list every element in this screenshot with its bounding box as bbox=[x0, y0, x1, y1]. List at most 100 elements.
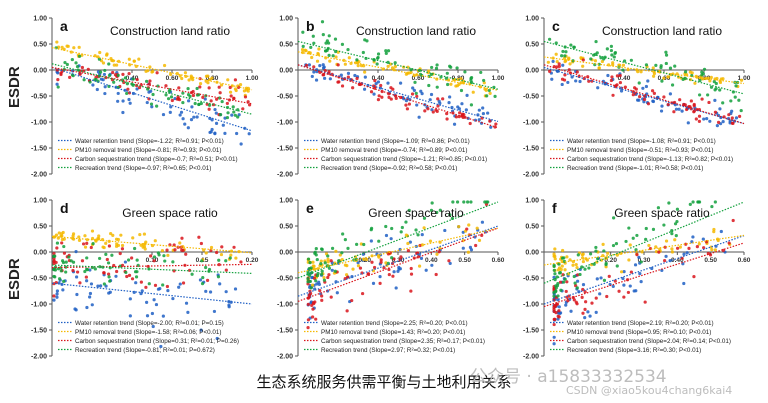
point-recreation-f bbox=[592, 262, 596, 266]
point-carbon-f bbox=[702, 246, 706, 250]
trend-line-water-a bbox=[51, 66, 253, 132]
trend-line-recreation-b bbox=[297, 40, 499, 90]
point-water-a bbox=[213, 107, 217, 112]
point-recreation-e bbox=[451, 200, 455, 204]
point-recreation-f bbox=[710, 204, 714, 209]
y-tick-label-a: 0.00 bbox=[33, 68, 47, 75]
point-recreation-f bbox=[596, 257, 600, 261]
point-carbon-a bbox=[229, 94, 233, 98]
point-recreation-c bbox=[561, 49, 565, 54]
point-water-a bbox=[187, 99, 191, 103]
trend-line-pm10-f bbox=[543, 234, 745, 266]
point-pm10-a bbox=[178, 74, 182, 78]
point-water-b bbox=[415, 103, 419, 107]
point-carbon-d bbox=[153, 283, 158, 288]
point-pm10-f bbox=[673, 238, 677, 242]
point-carbon-b bbox=[445, 117, 449, 121]
point-carbon-c bbox=[730, 116, 734, 120]
point-water-b bbox=[419, 89, 423, 93]
point-carbon-f bbox=[643, 300, 647, 304]
point-pm10-a bbox=[183, 71, 188, 75]
panel-title-c: Construction land ratio bbox=[602, 24, 722, 38]
point-water-b bbox=[374, 82, 378, 86]
legend-label-recreation-d: Recreation trend (Slope=-0.81; R²=0.01; … bbox=[75, 347, 215, 354]
point-pm10-f bbox=[553, 257, 557, 261]
point-pm10-c bbox=[721, 77, 725, 81]
point-carbon-e bbox=[474, 243, 478, 248]
x-tick-label-c: 1.00 bbox=[738, 75, 751, 82]
panel-title-d: Green space ratio bbox=[122, 206, 218, 220]
point-water-c bbox=[570, 75, 574, 79]
point-carbon-e bbox=[484, 202, 489, 207]
point-carbon-b bbox=[394, 96, 398, 101]
point-carbon-f bbox=[583, 307, 587, 311]
point-carbon-a bbox=[177, 86, 181, 90]
point-pm10-b bbox=[310, 55, 314, 60]
point-recreation-d bbox=[133, 270, 138, 274]
point-water-d bbox=[128, 297, 132, 301]
point-recreation-a bbox=[151, 92, 155, 97]
point-water-a bbox=[135, 87, 139, 91]
x-tick-label-a: 1.00 bbox=[246, 75, 259, 82]
point-pm10-f bbox=[561, 248, 565, 253]
point-carbon-a bbox=[59, 71, 63, 75]
point-water-a bbox=[192, 115, 196, 119]
point-pm10-a bbox=[168, 72, 173, 76]
point-pm10-c bbox=[662, 76, 666, 80]
point-carbon-d bbox=[205, 278, 210, 282]
point-water-e bbox=[480, 220, 485, 224]
point-recreation-f bbox=[552, 268, 556, 272]
point-water-a bbox=[161, 112, 166, 117]
x-tick-label-f: 0.20 bbox=[604, 257, 617, 264]
point-pm10-d bbox=[204, 251, 208, 255]
panel-letter-e: e bbox=[306, 200, 314, 216]
point-pm10-d bbox=[237, 249, 241, 254]
point-recreation-b bbox=[301, 30, 305, 34]
point-recreation-b bbox=[446, 82, 450, 87]
point-carbon-a bbox=[135, 77, 139, 82]
point-water-c bbox=[680, 109, 684, 113]
point-recreation-c bbox=[572, 45, 576, 49]
point-carbon-f bbox=[581, 311, 585, 315]
point-recreation-b bbox=[479, 70, 483, 75]
point-recreation-f bbox=[602, 278, 607, 282]
point-water-e bbox=[398, 267, 402, 271]
point-recreation-e bbox=[310, 270, 314, 275]
point-water-d bbox=[199, 328, 203, 332]
point-recreation-c bbox=[594, 39, 598, 44]
point-carbon-e bbox=[306, 318, 311, 322]
panel-letter-d: d bbox=[60, 200, 69, 216]
point-pm10-b bbox=[301, 50, 305, 55]
point-water-f bbox=[622, 270, 626, 274]
trend-line-pm10-b bbox=[297, 51, 499, 91]
point-recreation-f bbox=[644, 226, 648, 231]
point-carbon-c bbox=[713, 110, 718, 114]
point-pm10-e bbox=[310, 283, 315, 287]
point-recreation-b bbox=[493, 94, 497, 98]
point-recreation-c bbox=[698, 93, 702, 97]
point-recreation-d bbox=[59, 269, 63, 273]
y-tick-label-f: 0.50 bbox=[525, 224, 539, 231]
point-recreation-d bbox=[224, 259, 228, 263]
point-water-c bbox=[644, 84, 649, 89]
point-recreation-d bbox=[126, 258, 131, 262]
point-pm10-c bbox=[593, 59, 598, 63]
point-pm10-a bbox=[137, 57, 141, 61]
point-recreation-c bbox=[683, 70, 688, 74]
point-recreation-f bbox=[713, 200, 717, 204]
legend-label-water-b: Water retention trend (Slope=-1.09; R²=0… bbox=[321, 138, 470, 145]
point-water-b bbox=[452, 122, 457, 126]
point-water-d bbox=[177, 285, 181, 289]
point-carbon-c bbox=[694, 117, 698, 121]
point-recreation-f bbox=[576, 253, 580, 257]
point-pm10-a bbox=[238, 83, 243, 87]
point-recreation-a bbox=[188, 94, 192, 98]
point-carbon-a bbox=[56, 78, 60, 82]
point-carbon-b bbox=[336, 80, 340, 84]
point-carbon-b bbox=[488, 119, 492, 123]
point-carbon-a bbox=[207, 107, 211, 111]
point-recreation-b bbox=[365, 39, 369, 43]
point-recreation-b bbox=[455, 66, 459, 70]
legend-label-recreation-a: Recreation trend (Slope=-0.97; R²=0.65; … bbox=[75, 165, 211, 172]
point-carbon-d bbox=[52, 251, 56, 256]
